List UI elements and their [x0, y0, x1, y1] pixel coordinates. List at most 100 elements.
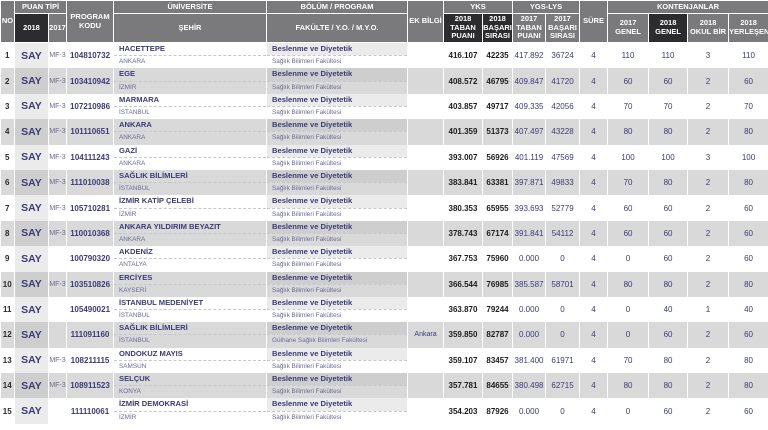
row-number: 5	[0, 144, 15, 170]
genel-2017-value: 80	[607, 271, 650, 297]
taban-puani-2017-value: 385.587	[512, 271, 547, 297]
puan-tipi-2018-value: SAY	[14, 220, 49, 247]
okul-bir-2018-value: 2	[687, 220, 730, 247]
city-name: İZMİR	[114, 410, 266, 424]
faculty-name: Gülhane Sağlık Bilimleri Fakültesi	[267, 334, 407, 347]
okul-bir-2018-value: 2	[687, 169, 730, 196]
okul-bir-2018-value: 2	[687, 347, 730, 374]
program-kodu-value: 111110061	[66, 398, 114, 424]
program-name: Beslenme ve Diyetetik	[267, 347, 407, 360]
puan-tipi-2018-value: SAY	[14, 93, 49, 120]
faculty-name: Sağlık Bilimleri Fakültesi	[267, 258, 407, 271]
program-cell: Beslenme ve Diyetetik Sağlık Bilimleri F…	[266, 144, 408, 170]
taban-puani-2017-value: 391.841	[512, 220, 547, 247]
taban-puani-2017-value: 0.000	[512, 322, 547, 348]
genel-2018-value: 60	[648, 195, 689, 221]
taban-puani-2017-value: 0.000	[512, 296, 547, 323]
puan-tipi-2018-value: SAY	[14, 144, 49, 170]
program-cell: Beslenme ve Diyetetik Sağlık Bilimleri F…	[266, 93, 408, 120]
sure-value: 4	[579, 68, 609, 94]
puan-tipi-2017-value: MF-3	[48, 347, 67, 374]
university-name: İSTANBUL MEDENİYET	[119, 297, 204, 307]
basari-sirasi-2017-value: 54112	[545, 220, 581, 247]
ek-bilgi-value	[407, 296, 444, 323]
puan-tipi-2018-value: SAY	[14, 195, 49, 221]
program-kodu-value: 103410942	[66, 68, 114, 94]
okul-bir-2018-value: 1	[687, 296, 730, 323]
puan-tipi-2017-value	[48, 322, 67, 348]
row-number: 12	[0, 322, 15, 348]
row-number: 3	[0, 93, 15, 120]
table-row: 15 SAY 111110061 İZMİR DEMOKRASİ İZMİR B…	[0, 398, 768, 424]
yerlesen-2018-value: 100	[728, 144, 768, 170]
program-cell: Beslenme ve Diyetetik Sağlık Bilimleri F…	[266, 271, 408, 297]
header-basari-2018: 2018 BAŞARI SIRASI	[481, 13, 514, 43]
puan-tipi-2018-value: SAY	[14, 246, 49, 272]
taban-puani-2018-value: 403.857	[443, 93, 483, 120]
program-cell: Beslenme ve Diyetetik Sağlık Bilimleri F…	[266, 296, 408, 323]
program-kodu-value: 108211115	[66, 347, 114, 374]
program-name: Beslenme ve Diyetetik	[267, 296, 407, 310]
program-name: Beslenme ve Diyetetik	[267, 220, 407, 233]
puan-tipi-2018-value: SAY	[14, 42, 49, 69]
okul-bir-2018-value: 2	[687, 119, 730, 145]
basari-sirasi-2018-value: 56926	[482, 144, 514, 170]
taban-puani-2018-value: 357.781	[443, 373, 483, 399]
basari-sirasi-2017-value: 61971	[545, 347, 581, 374]
taban-puani-2018-value: 416.107	[443, 42, 483, 69]
program-cell: Beslenme ve Diyetetik Sağlık Bilimleri F…	[266, 373, 408, 399]
university-name: ANKARA	[119, 120, 152, 130]
yerlesen-2018-value: 60	[728, 322, 768, 348]
ek-bilgi-value	[407, 119, 444, 145]
puan-tipi-2018-value: SAY	[14, 169, 49, 196]
genel-2017-value: 80	[607, 373, 650, 399]
taban-puani-2018-value: 408.572	[443, 68, 483, 94]
faculty-name: Sağlık Bilimleri Fakültesi	[267, 131, 407, 144]
genel-2018-value: 80	[648, 271, 689, 297]
program-kodu-value: 104111243	[66, 144, 114, 170]
faculty-name: Sağlık Bilimleri Fakültesi	[267, 207, 407, 221]
basari-sirasi-2017-value: 62715	[545, 373, 581, 399]
row-number: 11	[0, 296, 15, 323]
row-number: 13	[0, 347, 15, 374]
genel-2017-value: 60	[607, 68, 650, 94]
header-puan-tipi-2018: 2018	[14, 13, 49, 43]
taban-puani-2017-value: 409.335	[512, 93, 547, 120]
header-sehir: ŞEHİR	[113, 13, 267, 43]
puan-tipi-2017-value	[48, 246, 67, 272]
program-cell: Beslenme ve Diyetetik Sağlık Bilimleri F…	[266, 347, 408, 374]
sure-value: 4	[579, 246, 609, 272]
genel-2018-value: 40	[648, 296, 689, 323]
row-number: 14	[0, 373, 15, 399]
row-number: 2	[0, 68, 15, 94]
table-row: 9 SAY 100790320 AKDENİZ ANTALYA Beslenme…	[0, 246, 768, 272]
program-name: Beslenme ve Diyetetik	[267, 43, 407, 56]
genel-2018-value: 80	[648, 347, 689, 374]
yerlesen-2018-value: 110	[728, 42, 768, 69]
basari-sirasi-2017-value: 0	[545, 296, 581, 323]
university-name: GAZİ	[119, 145, 138, 155]
yerlesen-2018-value: 60	[728, 68, 768, 94]
university-cell: ANKARA ANKARA	[113, 119, 267, 145]
puan-tipi-2017-value: MF-3	[48, 68, 67, 94]
yerlesen-2018-value: 60	[728, 220, 768, 247]
university-cell: İSTANBUL MEDENİYET İSTANBUL	[113, 296, 267, 323]
taban-puani-2018-value: 359.107	[443, 347, 483, 374]
header-taban-2018: 2018 TABAN PUANI	[443, 13, 483, 43]
header-taban-2017: 2017 TABAN PUANI	[512, 13, 547, 43]
puan-tipi-2018-value: SAY	[14, 398, 49, 424]
basari-sirasi-2017-value: 42056	[545, 93, 581, 120]
university-name: SELÇUK	[119, 374, 151, 384]
header-genel-2017: 2017 GENEL	[607, 13, 650, 43]
program-name: Beslenme ve Diyetetik	[267, 68, 407, 81]
row-number: 7	[0, 195, 15, 221]
basari-sirasi-2018-value: 51373	[482, 119, 514, 145]
genel-2017-value: 80	[607, 119, 650, 145]
taban-puani-2018-value: 354.203	[443, 398, 483, 424]
taban-puani-2017-value: 397.871	[512, 169, 547, 196]
table-row: 6 SAY MF-3 111010038 SAĞLIK BİLİMLERİ İS…	[0, 169, 768, 196]
taban-puani-2017-value: 407.497	[512, 119, 547, 145]
university-name: SAĞLIK BİLİMLERİ	[119, 323, 188, 333]
university-name: AKDENİZ	[119, 247, 153, 257]
taban-puani-2017-value: 417.892	[512, 42, 547, 69]
